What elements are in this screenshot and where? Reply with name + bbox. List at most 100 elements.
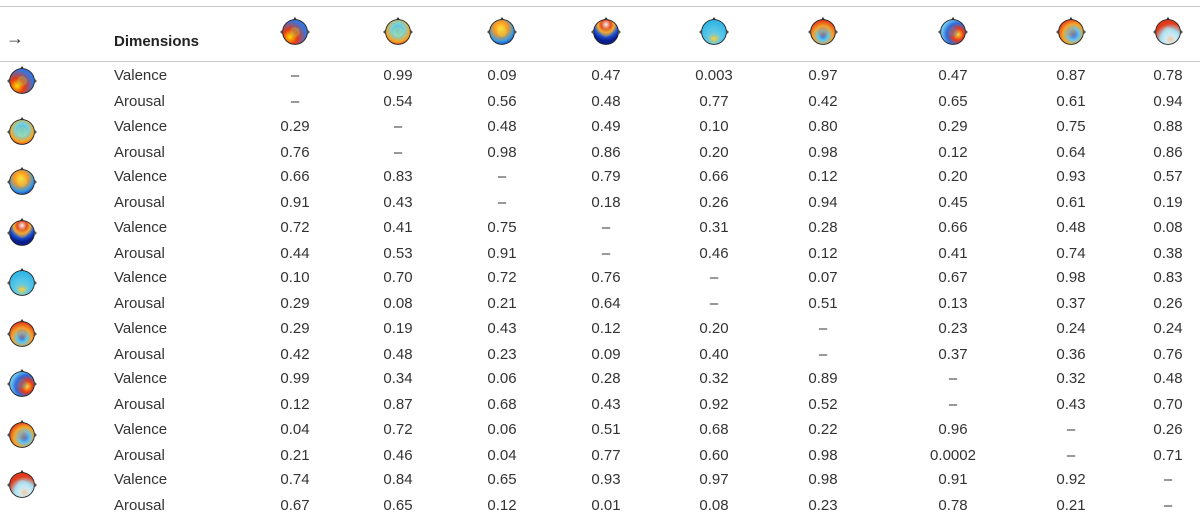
table-cell: 0.96 — [938, 420, 968, 438]
table-cell: 0.76 — [280, 143, 310, 161]
table-cell: 0.37 — [1056, 295, 1086, 312]
table-cell: 0.19 — [1153, 194, 1183, 211]
table-cell: 0.32 — [1056, 370, 1086, 387]
scalp-map-9-icon — [1153, 17, 1183, 47]
table-cell: 0.20 — [699, 319, 729, 337]
table-cell: 0.46 — [699, 244, 729, 262]
scalp-map-2-icon — [7, 116, 37, 147]
arrow-icon: → — [6, 28, 24, 48]
dimension-label: Valence — [114, 168, 168, 185]
table-cell: 0.76 — [591, 269, 621, 286]
table-cell: – — [948, 396, 958, 413]
table-cell: 0.32 — [699, 370, 729, 387]
table-cell: 0.68 — [487, 396, 517, 413]
table-cell: 0.93 — [591, 471, 621, 488]
table-cell: 0.24 — [1056, 319, 1086, 337]
table-cell: 0.29 — [280, 319, 310, 337]
table-cell: 0.99 — [383, 67, 413, 84]
table-cell: 0.78 — [938, 497, 968, 514]
scalp-map-7-icon — [938, 17, 968, 47]
table-cell: 0.66 — [938, 218, 968, 236]
table-cell: 0.26 — [1153, 295, 1183, 312]
dimension-label: Valence — [114, 67, 168, 84]
dimension-label: Arousal — [114, 295, 165, 312]
table-cell: 0.83 — [383, 168, 413, 185]
table-cell: 0.21 — [280, 446, 310, 464]
table-cell: – — [393, 117, 403, 135]
table-cell: 0.98 — [808, 446, 838, 464]
table-cell: 0.75 — [487, 218, 517, 236]
dimension-label: Arousal — [114, 396, 165, 413]
table-cell: – — [709, 295, 719, 312]
table-cell: – — [818, 319, 828, 337]
table-cell: 0.76 — [1153, 345, 1183, 363]
table-cell: 0.97 — [808, 67, 838, 84]
table-cell: 0.23 — [808, 497, 838, 514]
table-cell: 0.60 — [699, 446, 729, 464]
table-cell: 0.74 — [280, 471, 310, 488]
table-cell: 0.47 — [591, 67, 621, 84]
table-cell: 0.57 — [1153, 168, 1183, 185]
table-cell: 0.20 — [699, 143, 729, 161]
table-cell: – — [1163, 471, 1173, 488]
table-cell: 0.64 — [591, 295, 621, 312]
scalp-map-2-icon — [383, 17, 413, 47]
table-cell: 0.26 — [699, 194, 729, 211]
table-cell: 0.01 — [591, 497, 621, 514]
table-cell: 0.61 — [1056, 194, 1086, 211]
table-cell: – — [497, 194, 507, 211]
table-cell: 0.08 — [699, 497, 729, 514]
table-cell: 0.10 — [280, 269, 310, 286]
dimension-label: Valence — [114, 117, 168, 135]
table-cell: 0.54 — [383, 93, 413, 110]
table-cell: – — [290, 93, 300, 110]
table-cell: 0.72 — [280, 218, 310, 236]
table-cell: 0.23 — [938, 319, 968, 337]
scalp-map-1-icon — [7, 66, 37, 96]
table-cell: 0.72 — [383, 420, 413, 438]
table-cell: 0.41 — [383, 218, 413, 236]
table-cell: 0.70 — [1153, 396, 1183, 413]
table-cell: 0.31 — [699, 218, 729, 236]
table-cell: 0.67 — [280, 497, 310, 514]
table-cell: 0.61 — [1056, 93, 1086, 110]
table-cell: 0.79 — [591, 168, 621, 185]
scalp-map-8-icon — [1056, 17, 1086, 47]
table-cell: 0.67 — [938, 269, 968, 286]
table-cell: 0.98 — [808, 471, 838, 488]
table-cell: 0.42 — [280, 345, 310, 363]
table-cell: 0.08 — [1153, 218, 1183, 236]
table-cell: 0.26 — [1153, 420, 1183, 438]
scalp-map-5-icon — [699, 17, 729, 47]
table-cell: – — [709, 269, 719, 286]
dimension-label: Valence — [114, 269, 168, 286]
table-cell: 0.92 — [699, 396, 729, 413]
table-cell: 0.04 — [280, 420, 310, 438]
table-cell: 0.38 — [1153, 244, 1183, 262]
table-cell: 0.78 — [1153, 67, 1183, 84]
table-cell: 0.98 — [487, 143, 517, 161]
scalp-map-4-icon — [591, 17, 621, 47]
table-cell: 0.12 — [938, 143, 968, 161]
table-cell: 0.83 — [1153, 269, 1183, 286]
dimension-label: Valence — [114, 218, 168, 236]
table-cell: 0.48 — [383, 345, 413, 363]
table-cell: – — [601, 218, 611, 236]
scalp-map-7-icon — [7, 369, 37, 399]
table-cell: 0.86 — [591, 143, 621, 161]
table-cell: 0.43 — [591, 396, 621, 413]
table-cell: – — [601, 244, 611, 262]
dimension-label: Arousal — [114, 93, 165, 110]
table-cell: 0.74 — [1056, 244, 1086, 262]
table-cell: 0.48 — [591, 93, 621, 110]
table-cell: 0.91 — [938, 471, 968, 488]
table-cell: 0.29 — [280, 295, 310, 312]
scalp-map-8-icon — [7, 419, 37, 450]
table-cell: 0.71 — [1153, 446, 1183, 464]
dimension-label: Valence — [114, 319, 168, 337]
dimension-label: Arousal — [114, 345, 165, 363]
table-cell: 0.04 — [487, 446, 517, 464]
table-cell: 0.28 — [591, 370, 621, 387]
table-cell: 0.10 — [699, 117, 729, 135]
table-cell: 0.44 — [280, 244, 310, 262]
